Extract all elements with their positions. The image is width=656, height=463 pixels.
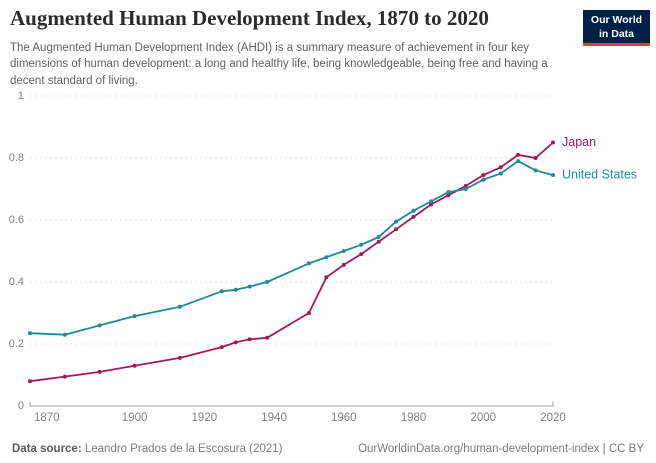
x-axis-label-1980: 1980 (401, 412, 427, 424)
data-point-united-states-1880 (62, 332, 67, 337)
x-axis-label-1870: 1870 (34, 412, 60, 424)
x-axis-label-1960: 1960 (331, 412, 357, 424)
data-point-japan-1980 (411, 214, 416, 219)
data-point-united-states-2005 (498, 171, 503, 176)
data-point-united-states-1970 (376, 235, 381, 239)
page-title: Augmented Human Development Index, 1870 … (10, 6, 489, 30)
data-point-united-states-2020 (551, 173, 555, 178)
data-point-united-states-1938 (265, 280, 270, 284)
y-axis-label-0.4: 0.4 (9, 276, 24, 288)
data-point-japan-1970 (376, 239, 381, 244)
data-source-label: Data source: (12, 443, 82, 455)
chart-subtitle: The Augmented Human Development Index (A… (10, 42, 548, 87)
x-axis-label-1900: 1900 (122, 412, 148, 424)
series-line-japan[interactable] (29, 141, 554, 383)
data-point-united-states-1965 (359, 242, 364, 247)
data-point-japan-2020 (551, 140, 555, 145)
our-world-in-data-logo[interactable]: Our World in Data (583, 10, 650, 46)
data-point-japan-1975 (394, 227, 399, 232)
chart-footer: Data source: Leandro Prados de la Escosu… (12, 443, 644, 455)
y-axis-label-0.2: 0.2 (9, 338, 24, 350)
data-point-japan-1965 (359, 252, 364, 257)
line-chart: 0 0.2 0.4 0.6 0.8 1 1870 1900 1920 1940 1960 1980 20… (9, 90, 637, 424)
series-label-japan[interactable]: Japan (562, 135, 596, 149)
data-point-japan-1990 (446, 193, 451, 198)
data-point-united-states-1985 (429, 199, 433, 204)
data-point-united-states-2010 (516, 159, 521, 164)
data-point-united-states-1950 (306, 261, 311, 266)
data-point-japan-1929 (233, 340, 238, 345)
data-point-japan-1925 (219, 345, 224, 350)
x-axis-label-1940: 1940 (261, 412, 287, 424)
data-point-japan-1955 (324, 275, 329, 280)
data-point-united-states-2000 (481, 177, 486, 182)
data-point-japan-1938 (265, 335, 270, 340)
data-point-japan-1995 (463, 183, 468, 188)
x-axis-label-2000: 2000 (470, 412, 496, 424)
data-point-japan-2015 (533, 156, 538, 160)
y-axis-label-0: 0 (18, 400, 24, 412)
data-point-united-states-1995 (463, 187, 468, 191)
data-point-japan-1900 (132, 363, 137, 368)
data-point-japan-1985 (429, 202, 433, 207)
y-axis-label-0.6: 0.6 (9, 214, 24, 226)
data-point-japan-2005 (498, 165, 503, 170)
data-point-united-states-1925 (219, 289, 224, 294)
owid-credit-link[interactable]: OurWorldinData.org/human-development-ind… (358, 443, 644, 455)
series-label-united-states[interactable]: United States (562, 167, 637, 181)
data-source: Data source: Leandro Prados de la Escosu… (12, 443, 282, 455)
data-point-united-states-1929 (233, 287, 238, 292)
data-point-united-states-1900 (132, 314, 137, 319)
data-point-japan-1933 (247, 337, 252, 342)
data-point-japan-1870 (28, 379, 32, 384)
data-point-united-states-1870 (28, 331, 32, 336)
data-point-united-states-1933 (247, 284, 252, 289)
data-source-text: Leandro Prados de la Escosura (2021) (81, 443, 283, 455)
data-point-united-states-1955 (324, 255, 329, 260)
data-point-united-states-1913 (177, 304, 182, 309)
data-point-japan-2010 (516, 152, 521, 157)
data-point-united-states-1980 (411, 208, 416, 213)
data-point-japan-1960 (341, 262, 346, 267)
data-point-japan-2000 (481, 173, 486, 178)
series-line-united-states[interactable] (29, 160, 554, 336)
y-axis-label-1: 1 (18, 90, 24, 102)
data-point-united-states-1975 (394, 219, 399, 224)
data-point-japan-1950 (306, 311, 311, 315)
data-point-japan-1880 (62, 374, 67, 379)
data-point-united-states-1960 (341, 249, 346, 253)
x-axis-line (29, 401, 554, 407)
data-point-japan-1890 (97, 369, 102, 374)
logo-line-1: Our World (590, 14, 643, 26)
logo-line-2: in Data (598, 27, 634, 40)
x-axis-label-1920: 1920 (192, 412, 218, 424)
data-point-united-states-2015 (533, 168, 538, 173)
data-point-united-states-1990 (446, 190, 451, 195)
y-axis-label-0.8: 0.8 (9, 152, 24, 164)
data-point-united-states-1890 (97, 323, 102, 328)
x-axis-label-2020: 2020 (540, 412, 566, 424)
data-point-japan-1913 (177, 355, 182, 360)
